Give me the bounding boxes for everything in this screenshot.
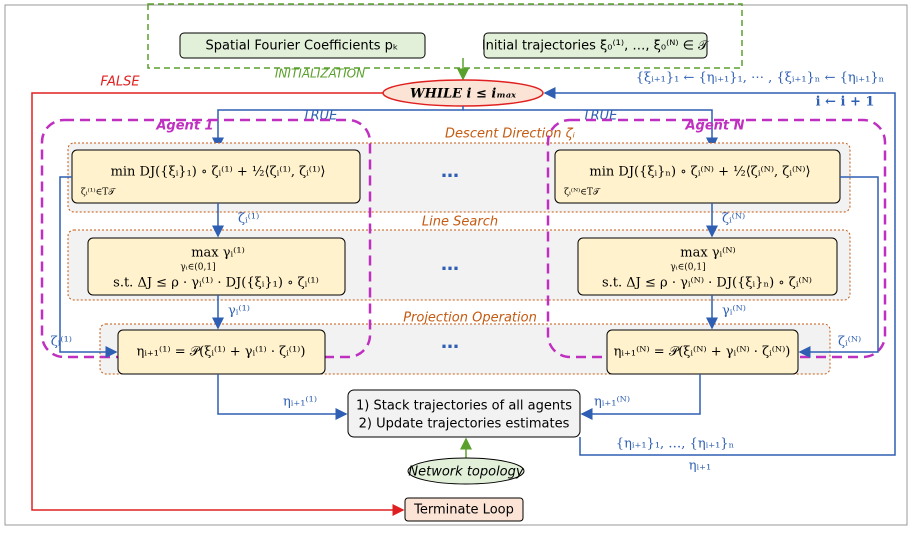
frame	[4, 4, 908, 526]
line-st: s.t. ΔJ ≤ ρ · γᵢ⁽¹⁾ · DJ({ξᵢ}₁) ∘ ζᵢ⁽¹⁾	[113, 276, 319, 291]
line-box	[87, 237, 346, 296]
agent-group	[40, 118, 372, 359]
line-st: s.t. ΔJ ≤ ρ · γᵢ⁽ᴺ⁾ · DJ({ξᵢ}ₙ) ∘ ζᵢ⁽ᴺ⁾	[602, 276, 812, 291]
line-sub: γᵢ∈(0,1]	[670, 262, 705, 273]
descent-sub: ζᵢ⁽¹⁾∈T𝒯	[81, 187, 116, 198]
increment-text: i ← i + 1	[816, 95, 875, 110]
flow-label: ηᵢ₊₁	[689, 459, 711, 474]
flow-label: ηᵢ₊₁⁽¹⁾	[283, 395, 317, 410]
init-text: Initial trajectories ξ₀⁽¹⁾, …, ξ₀⁽ᴺ⁾ ∈ 𝒯	[482, 39, 710, 54]
flow-label: ηᵢ₊₁⁽ᴺ⁾	[594, 395, 630, 410]
init-text: Spatial Fourier Coefficients pₖ	[206, 39, 399, 54]
flow-label: γᵢ⁽ᴺ⁾	[722, 304, 746, 319]
flow-label: ζᵢ⁽¹⁾	[51, 335, 72, 350]
flow-label: {ηᵢ₊₁}₁, …, {ηᵢ₊₁}ₙ	[616, 437, 734, 452]
stage-label: Projection Operation	[403, 311, 537, 326]
projection-text: ηᵢ₊₁⁽ᴺ⁾ = 𝒫(ξᵢ⁽ᴺ⁾ + γᵢ⁽ᴺ⁾ · ζᵢ⁽ᴺ⁾)	[614, 345, 791, 360]
init-group	[147, 3, 743, 69]
agent-name: Agent 1	[155, 119, 213, 134]
projection-box	[117, 329, 326, 375]
init-box	[179, 32, 426, 59]
true-arrow	[463, 109, 718, 150]
line-sub: γᵢ∈(0,1]	[180, 262, 215, 273]
feedback-arrow	[543, 87, 896, 456]
agent-group	[546, 118, 887, 359]
terminate-text: Terminate Loop	[413, 503, 514, 518]
agent-name: Agent N	[684, 119, 744, 134]
terminate-box	[404, 497, 524, 522]
line-max: max γᵢ⁽ᴺ⁾	[680, 246, 735, 261]
update-text: {ξᵢ₊₁}₁ ← {ηᵢ₊₁}₁, ⋯ , {ξᵢ₊₁}ₙ ← {ηᵢ₊₁}ₙ	[636, 71, 884, 86]
arrow	[580, 374, 701, 420]
true-arrow	[212, 106, 464, 150]
aggregate-text: 2) Update trajectories estimates	[359, 417, 570, 432]
false-arrow	[31, 92, 405, 516]
descent-text: min DJ({ξᵢ}ₙ) ∘ ζᵢ⁽ᴺ⁾ + ½⟨ζᵢ⁽ᴺ⁾, ζᵢ⁽ᴺ⁾⟩	[589, 165, 810, 180]
projection-text: ηᵢ₊₁⁽¹⁾ = 𝒫(ξᵢ⁽¹⁾ + γᵢ⁽¹⁾ · ζᵢ⁽¹⁾)	[137, 345, 306, 360]
line-box	[577, 237, 838, 296]
ellipsis: …	[441, 254, 459, 275]
descent-text: min DJ({ξᵢ}₁) ∘ ζᵢ⁽¹⁾ + ½⟨ζᵢ⁽¹⁾, ζᵢ⁽¹⁾⟩	[111, 165, 326, 180]
while-text: WHILE i ≤ iₘₐₓ	[410, 87, 516, 102]
arrow	[217, 374, 348, 420]
arrow	[798, 176, 879, 358]
stage-label: Descent Direction ζᵢ	[445, 127, 576, 142]
network-node	[407, 457, 525, 485]
stage-label: Line Search	[422, 215, 498, 230]
flow-label: ζᵢ⁽¹⁾	[238, 212, 259, 227]
false-label: FALSE	[100, 75, 140, 90]
flow-label: ζᵢ⁽ᴺ⁾	[722, 212, 745, 227]
ellipsis: …	[441, 161, 459, 182]
flow-label: ζᵢ⁽ᴺ⁾	[838, 335, 861, 350]
descent-sub: ζᵢ⁽ᴺ⁾∈T𝒯	[564, 187, 601, 198]
init-box	[483, 32, 708, 59]
network-text: Network topology	[408, 465, 523, 480]
flow-label: γᵢ⁽¹⁾	[228, 304, 250, 319]
init-label: INITIALIZATION	[275, 67, 365, 81]
aggregate-box	[347, 389, 581, 438]
ellipsis: …	[441, 332, 459, 353]
aggregate-text: 1) Stack trajectories of all agents	[356, 399, 572, 414]
projection-box	[606, 329, 799, 375]
arrow	[59, 176, 118, 358]
line-max: max γᵢ⁽¹⁾	[191, 246, 245, 261]
